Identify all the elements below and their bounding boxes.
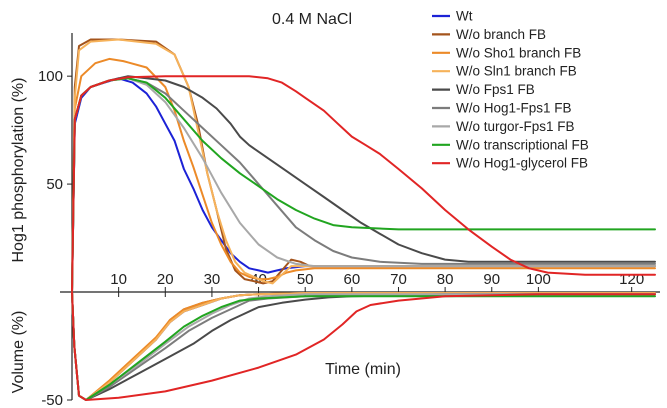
y-axis-title-volume: Volume (%) xyxy=(10,311,27,394)
x-tick-label: 60 xyxy=(343,271,360,288)
chart-title: 0.4 M NaCl xyxy=(272,11,352,28)
y-tick-label: 100 xyxy=(38,68,63,85)
legend-label: W/o transcriptional FB xyxy=(456,137,589,152)
x-axis-title: Time (min) xyxy=(325,361,401,378)
legend-label: W/o branch FB xyxy=(456,27,546,42)
x-tick-label: 10 xyxy=(110,271,127,288)
legend-label: W/o Hog1-Fps1 FB xyxy=(456,101,572,116)
x-tick-label: 100 xyxy=(526,271,551,288)
y-tick-label: -50 xyxy=(41,392,63,408)
legend: Wt W/o branch FB W/o Sho1 branch FB W/o Sln… xyxy=(432,9,589,171)
y-tick-label: 50 xyxy=(46,176,63,193)
legend-label: W/o Sho1 branch FB xyxy=(456,45,581,60)
legend-label: W/o Sln1 branch FB xyxy=(456,64,577,79)
phosphorylation-series-w-o-sho1-branch-fb xyxy=(71,57,656,293)
series-layer xyxy=(71,38,656,401)
legend-label: W/o turgor-Fps1 FB xyxy=(456,119,575,134)
x-tick-label: 70 xyxy=(390,271,407,288)
legend-label: W/o Fps1 FB xyxy=(456,82,535,97)
x-tick-label: 30 xyxy=(204,271,221,288)
axes-layer xyxy=(60,33,660,400)
x-tick-label: 50 xyxy=(297,271,314,288)
volume-series-w-o-hog1-glycerol-fb xyxy=(71,291,656,401)
phosphorylation-series-w-o-hog1-glycerol-fb xyxy=(71,75,656,293)
y-axis-title-phosphorylation: Hog1 phosphorylation (%) xyxy=(10,78,27,263)
x-tick-label: 20 xyxy=(157,271,174,288)
x-tick-label: 90 xyxy=(483,271,500,288)
legend-label: W/o Hog1-glycerol FB xyxy=(456,156,588,171)
x-tick-label: 120 xyxy=(619,271,644,288)
x-tick-label: 80 xyxy=(437,271,454,288)
legend-label: Wt xyxy=(456,9,473,24)
